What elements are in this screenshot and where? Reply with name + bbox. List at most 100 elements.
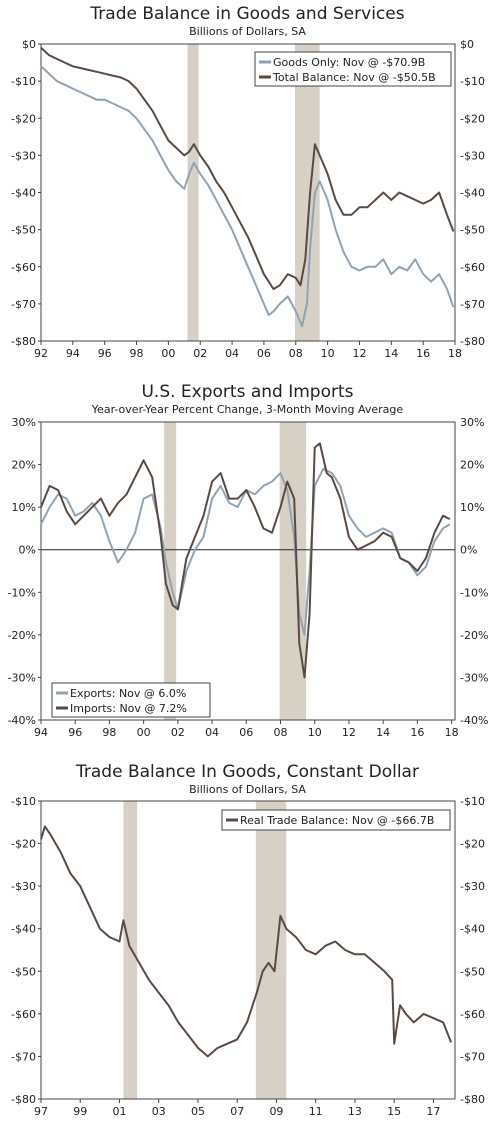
- chart2: 30% 30% 20% 20% 10% 10% 0% 0% -10% -10% -20% -20% -3…: [8, 416, 489, 739]
- chart1-recession-bar-0: [187, 44, 199, 341]
- chart2-ytick-left-2: 10%: [12, 501, 36, 514]
- chart2-ytick-left-1: 20%: [12, 459, 36, 472]
- chart1-ytick-left-2: -$20: [11, 112, 36, 125]
- chart2-legend-label-0: Exports: Nov @ 6.0%: [70, 687, 186, 700]
- chart1-frame: [40, 43, 456, 342]
- chart2-recession-bar-1: [279, 422, 307, 720]
- chart3-legend-label-0: Real Trade Balance: Nov @ -$66.7B: [240, 814, 434, 827]
- chart1-xtick-7: 06: [257, 347, 271, 360]
- chart2-xtick-8: 10: [308, 726, 322, 739]
- chart1-ytick-left-5: -$50: [11, 224, 36, 237]
- chart2-xtick-0: 94: [34, 726, 48, 739]
- chart3-ytick-right-7: -$80: [460, 1093, 485, 1106]
- chart3-recession-bar-1: [255, 801, 287, 1099]
- chart1-ytick-right-1: -$10: [460, 75, 485, 88]
- chart1-ytick-right-0: $0: [460, 38, 474, 51]
- chart1-legend: [254, 51, 452, 87]
- chart3-xtick-2: 01: [112, 1105, 126, 1118]
- chart1-ytick-right-5: -$50: [460, 224, 485, 237]
- chart3-ytick-left-1: -$20: [11, 838, 36, 851]
- chart3-subtitle: Billions of Dollars, SA: [189, 783, 306, 796]
- chart1-ytick-right-8: -$80: [460, 335, 485, 348]
- chart3: -$10 -$10 -$20 -$20 -$30 -$30 -$40 -$40 -$50 -$50…: [11, 795, 485, 1118]
- chart3-legend: [221, 809, 451, 831]
- chart3-title: Trade Balance In Goods, Constant Dollar: [76, 762, 419, 782]
- chart1-xtick-13: 18: [448, 347, 462, 360]
- chart1-series-0-line: [40, 65, 455, 328]
- chart1-xtick-4: 00: [161, 347, 175, 360]
- chart1-ytick-left-1: -$10: [11, 75, 36, 88]
- chart1-ytick-left-7: -$70: [11, 298, 36, 311]
- chart3-ytick-right-0: -$10: [460, 795, 485, 808]
- chart2-ytick-left-0: 30%: [12, 416, 36, 429]
- chart2-xtick-9: 12: [342, 726, 356, 739]
- chart1-xtick-2: 96: [98, 347, 112, 360]
- chart2-ytick-left-5: -20%: [8, 629, 36, 642]
- chart1-subtitle: Billions of Dollars, SA: [189, 25, 306, 38]
- chart3-xtick-4: 05: [191, 1105, 205, 1118]
- chart2-xtick-4: 02: [171, 726, 185, 739]
- chart3-ytick-left-5: -$60: [11, 1008, 36, 1021]
- chart1-series-1-line: [40, 46, 455, 290]
- chart3-xtick-3: 03: [152, 1105, 166, 1118]
- chart1-xtick-0: 92: [34, 347, 48, 360]
- chart3-ytick-right-3: -$40: [460, 923, 485, 936]
- chart1-ytick-left-0: $0: [22, 38, 36, 51]
- chart2-ytick-right-2: 10%: [460, 501, 484, 514]
- chart3-ytick-left-6: -$70: [11, 1050, 36, 1063]
- chart1-xtick-9: 10: [321, 347, 335, 360]
- chart1-ytick-right-3: -$30: [460, 149, 485, 162]
- chart1-ytick-right-6: -$60: [460, 261, 485, 274]
- chart3-ytick-left-3: -$40: [11, 923, 36, 936]
- chart3-xtick-10: 17: [426, 1105, 440, 1118]
- chart3-frame: [40, 800, 456, 1100]
- chart1-legend-label-0: Goods Only: Nov @ -$70.9B: [273, 56, 425, 69]
- chart2-xtick-3: 00: [137, 726, 151, 739]
- chart2-xtick-5: 04: [205, 726, 219, 739]
- chart2-xtick-7: 08: [274, 726, 288, 739]
- chart1-xtick-6: 04: [225, 347, 239, 360]
- chart2-xtick-12: 18: [445, 726, 459, 739]
- chart3-ytick-right-2: -$30: [460, 880, 485, 893]
- chart1-ytick-left-8: -$80: [11, 335, 36, 348]
- chart2-ytick-right-4: -10%: [460, 586, 488, 599]
- chart2-ytick-right-0: 30%: [460, 416, 484, 429]
- chart3-xtick-1: 99: [73, 1105, 87, 1118]
- chart3-xtick-7: 11: [309, 1105, 323, 1118]
- chart2-legend: [51, 682, 211, 718]
- chart3-series-0-line: [40, 825, 453, 1058]
- chart2-subtitle: Year-over-Year Percent Change, 3-Month M…: [91, 403, 404, 416]
- chart1-ytick-right-4: -$40: [460, 187, 485, 200]
- chart1-ytick-left-3: -$30: [11, 149, 36, 162]
- chart3-ytick-right-5: -$60: [460, 1008, 485, 1021]
- chart2-ytick-left-4: -10%: [8, 586, 36, 599]
- chart3-ytick-right-4: -$50: [460, 965, 485, 978]
- chart3-xtick-8: 13: [348, 1105, 362, 1118]
- chart2-xtick-6: 06: [239, 726, 253, 739]
- chart1-title: Trade Balance in Goods and Services: [90, 4, 405, 24]
- chart1-xtick-5: 02: [193, 347, 207, 360]
- chart2-legend-label-1: Imports: Nov @ 7.2%: [70, 702, 187, 715]
- chart3-xtick-6: 09: [269, 1105, 283, 1118]
- chart1-xtick-12: 16: [416, 347, 430, 360]
- chart1-xtick-1: 94: [66, 347, 80, 360]
- chart3-ytick-right-6: -$70: [460, 1050, 485, 1063]
- chart2-recession-bar-0: [164, 422, 177, 720]
- chart3-xtick-5: 07: [230, 1105, 244, 1118]
- chart1-ytick-right-7: -$70: [460, 298, 485, 311]
- chart2-xtick-1: 96: [68, 726, 82, 739]
- chart1-ytick-left-4: -$40: [11, 187, 36, 200]
- chart3-xtick-9: 15: [387, 1105, 401, 1118]
- chart2-ytick-right-6: -30%: [460, 671, 488, 684]
- chart3-ytick-left-0: -$10: [11, 795, 36, 808]
- chart3-ytick-right-1: -$20: [460, 838, 485, 851]
- chart1-legend-label-1: Total Balance: Nov @ -$50.5B: [272, 71, 436, 84]
- chart1: $0 $0 -$10 -$10 -$20 -$20 -$30 -$30 -$40 -$40 -$50…: [11, 38, 485, 360]
- chart2-frame: [40, 421, 456, 721]
- chart2-ytick-right-5: -20%: [460, 629, 488, 642]
- chart2-series-0-line: [40, 467, 451, 636]
- chart2-series-1-line: [40, 442, 451, 679]
- chart1-ytick-right-2: -$20: [460, 112, 485, 125]
